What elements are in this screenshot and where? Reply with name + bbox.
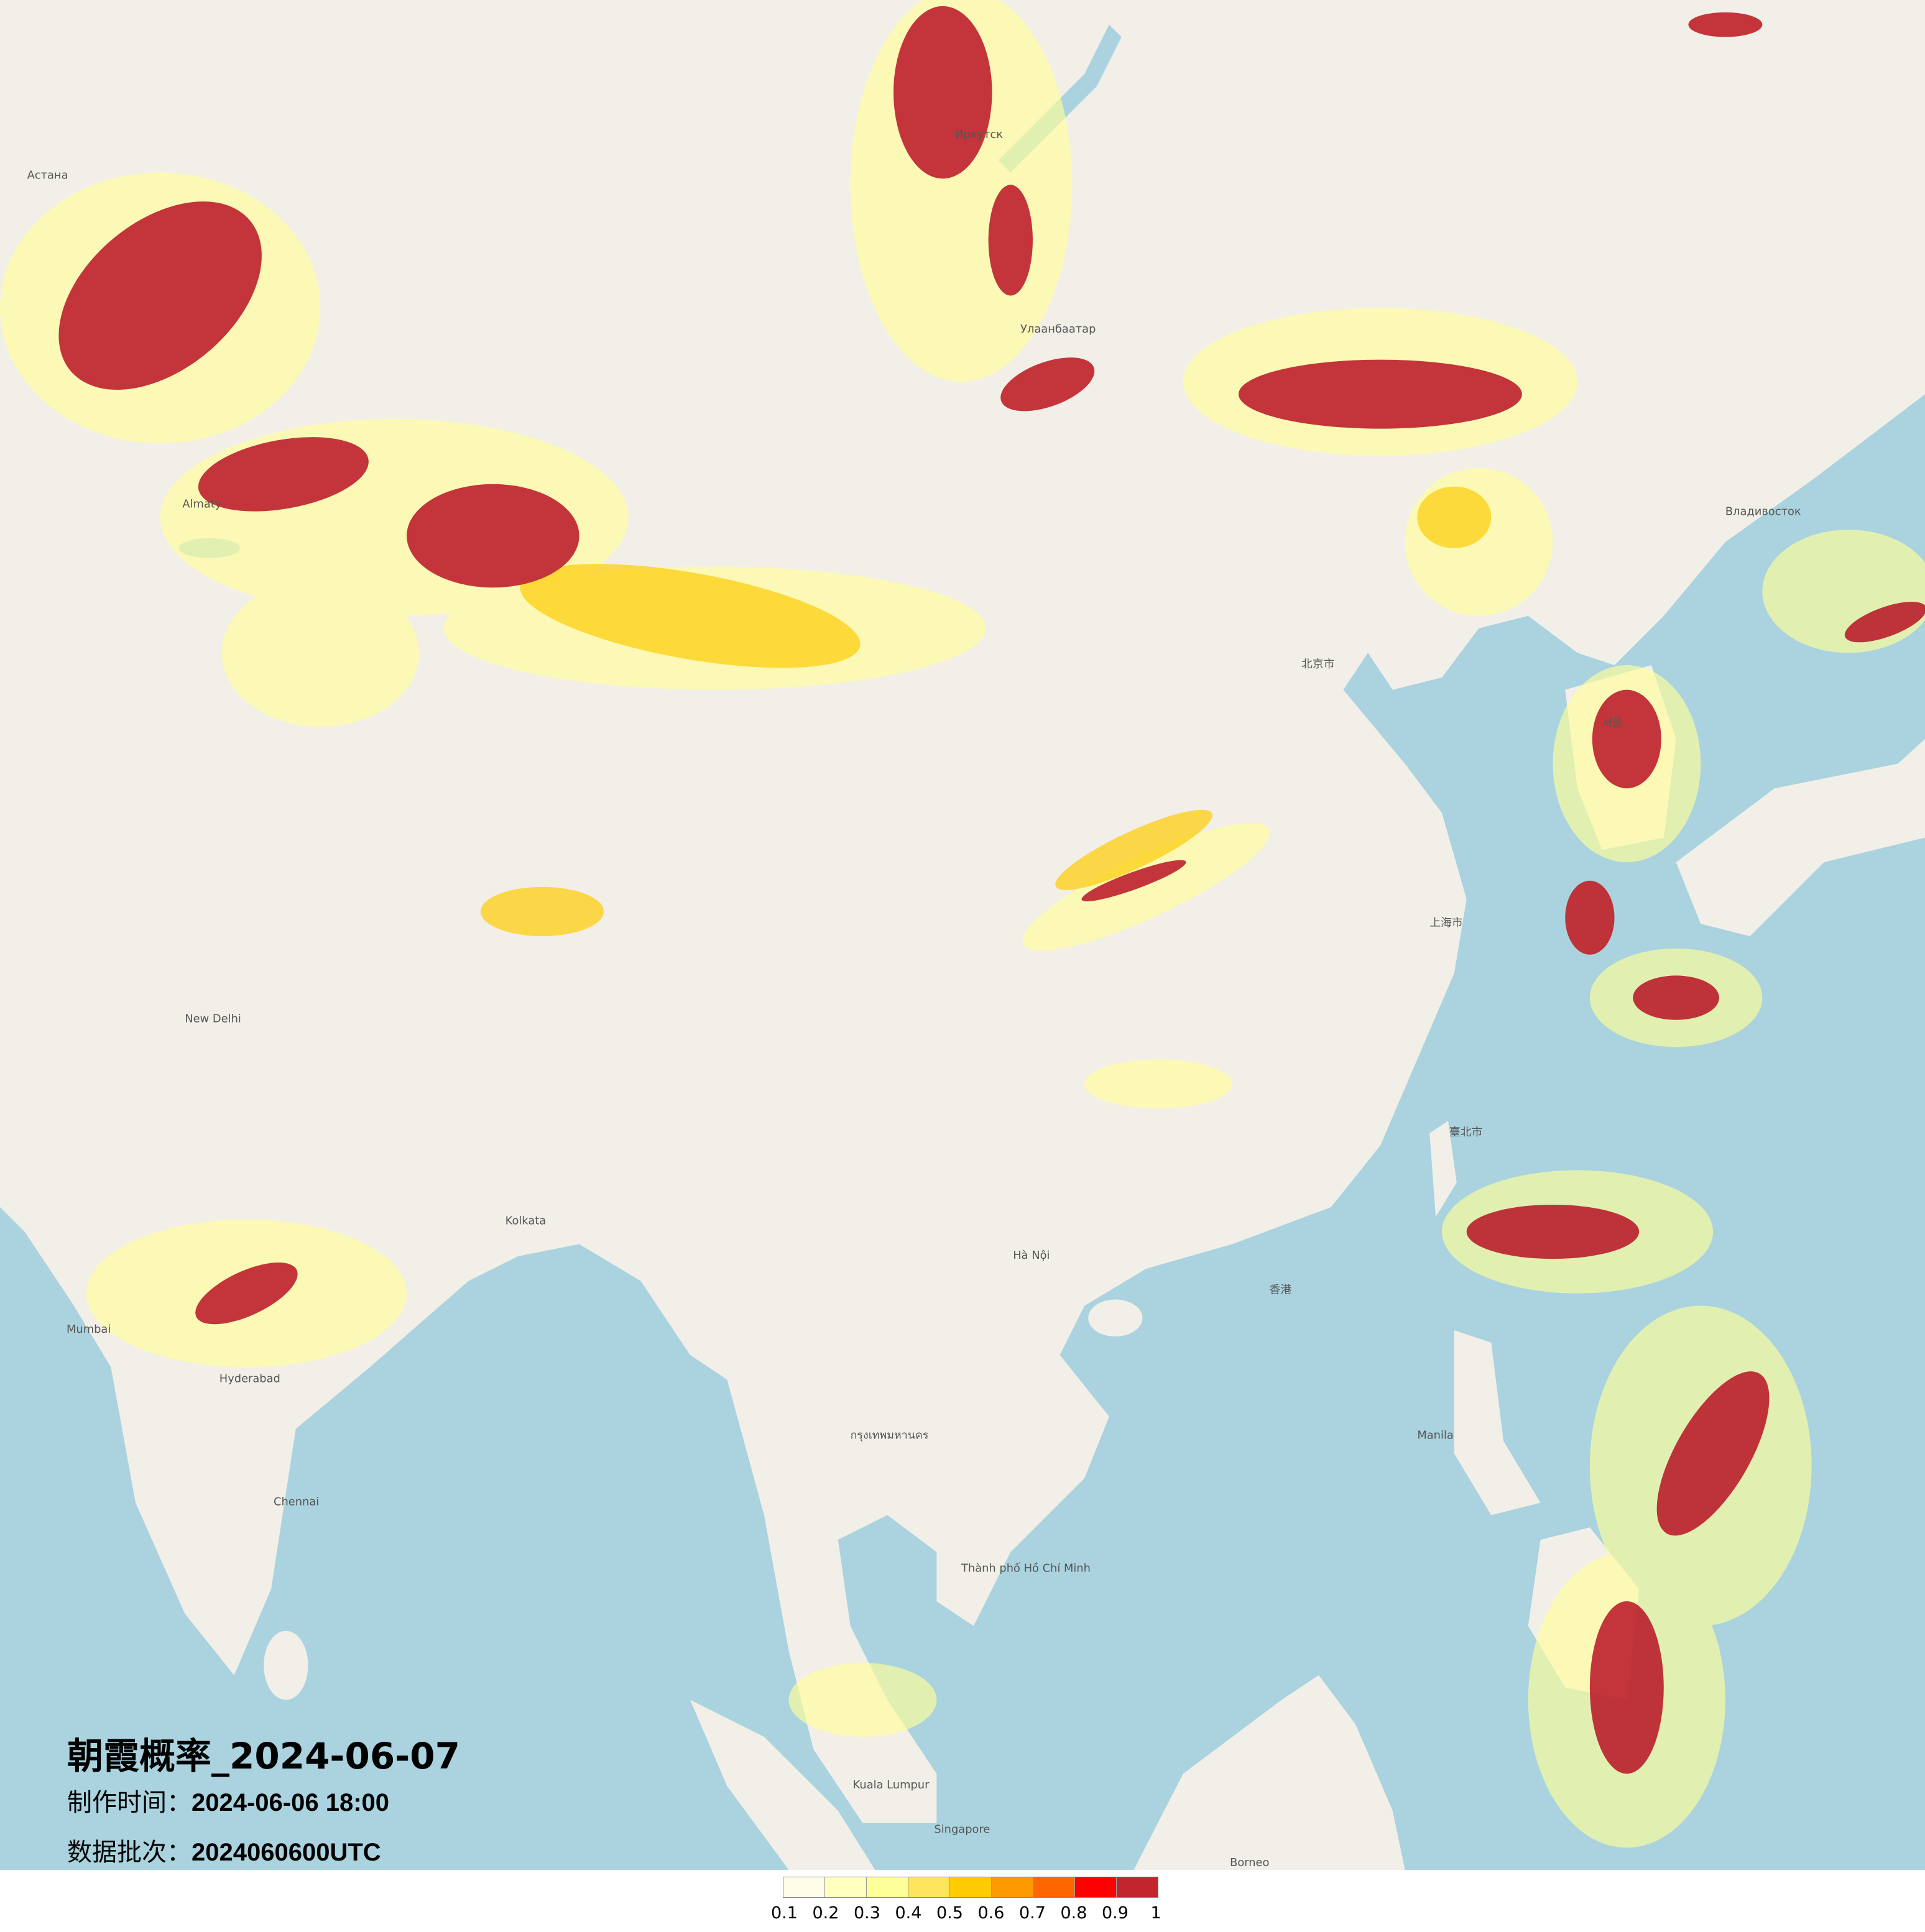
map-title: 朝霞概率_2024-06-07 (67, 1735, 460, 1777)
data-batch: 数据批次：2024060600UTC (67, 1828, 460, 1877)
label-taipei: 臺北市 (1449, 1126, 1483, 1139)
label-irkutsk: Иркутск (955, 128, 1003, 141)
label-singapore: Singapore (934, 1823, 990, 1836)
legend-swatch (1117, 1877, 1158, 1897)
label-chennai: Chennai (274, 1495, 319, 1508)
land-hainan (1088, 1299, 1143, 1336)
production-time-label: 制作时间： (67, 1788, 192, 1817)
legend-label: 0.7 (1019, 1903, 1046, 1923)
label-hanoi: Hà Nội (1013, 1249, 1050, 1262)
legend-swatch (867, 1877, 908, 1897)
legend-label: 1 (1150, 1903, 1161, 1923)
legend-label: 0.5 (936, 1903, 963, 1923)
label-new-delhi: New Delhi (185, 1013, 241, 1026)
label-mumbai: Mumbai (67, 1323, 111, 1336)
label-astana: Астана (27, 168, 68, 182)
legend-labels: 0.1 0.2 0.3 0.4 0.5 0.6 0.7 0.8 0.9 1 (771, 1903, 1169, 1926)
legend-label: 0.9 (1102, 1903, 1129, 1923)
label-kuala-lumpur: Kuala Lumpur (853, 1778, 930, 1792)
title-block: 朝霞概率_2024-06-07 制作时间：2024-06-06 18:00 数据… (67, 1734, 460, 1877)
probability-mid (481, 486, 1492, 936)
legend-swatch (783, 1877, 825, 1897)
data-batch-label: 数据批次： (67, 1838, 192, 1867)
legend-label: 0.2 (812, 1903, 839, 1923)
legend-label: 0.3 (854, 1903, 880, 1923)
label-borneo: Borneo (1230, 1856, 1269, 1869)
land-borneo (1133, 1675, 1405, 1870)
label-hong-kong: 香港 (1270, 1284, 1292, 1297)
label-almaty: Almaty (182, 497, 221, 510)
label-kolkata: Kolkata (505, 1215, 547, 1228)
label-manila: Manila (1417, 1428, 1453, 1442)
legend-label: 0.8 (1060, 1903, 1087, 1923)
legend-swatch (825, 1877, 867, 1897)
land-japan (1676, 738, 1925, 936)
legend-swatch (1075, 1877, 1117, 1897)
legend-swatch (950, 1877, 992, 1897)
legend-swatch (992, 1877, 1033, 1897)
label-vladivostok: Владивосток (1725, 505, 1801, 518)
land-sumatra (690, 1700, 875, 1870)
land-sri-lanka (264, 1631, 308, 1700)
label-beijing: 北京市 (1301, 658, 1335, 671)
legend-label: 0.1 (771, 1903, 798, 1923)
map-labels: Астана Almaty Улаанбаатар Иркутск 北京市 上海… (27, 128, 1801, 1869)
probability-overlay (0, 0, 1925, 1848)
probability-map: Астана Almaty Улаанбаатар Иркутск 北京市 上海… (0, 0, 1925, 1870)
label-bangkok: กรุงเทพมหานคร (851, 1428, 929, 1442)
land-taiwan (1429, 1121, 1457, 1217)
color-legend (783, 1877, 1158, 1898)
land-luzon (1454, 1330, 1541, 1516)
probability-high (58, 6, 1925, 1774)
data-batch-value: 2024060600UTC (192, 1839, 381, 1866)
label-ho-chi-minh: Thành phố Hồ Chí Minh (961, 1562, 1091, 1575)
production-time-value: 2024-06-06 18:00 (192, 1789, 390, 1816)
legend-swatch (1033, 1877, 1075, 1897)
label-shanghai: 上海市 (1429, 916, 1463, 929)
legend-swatch (908, 1877, 950, 1897)
label-ulaanbaatar: Улаанбаатар (1020, 323, 1096, 336)
label-seoul: 서울 (1602, 717, 1623, 730)
legend-label: 0.6 (977, 1903, 1005, 1923)
legend-label: 0.4 (895, 1903, 922, 1923)
production-time: 制作时间：2024-06-06 18:00 (67, 1778, 460, 1828)
label-hyderabad: Hyderabad (219, 1372, 280, 1385)
